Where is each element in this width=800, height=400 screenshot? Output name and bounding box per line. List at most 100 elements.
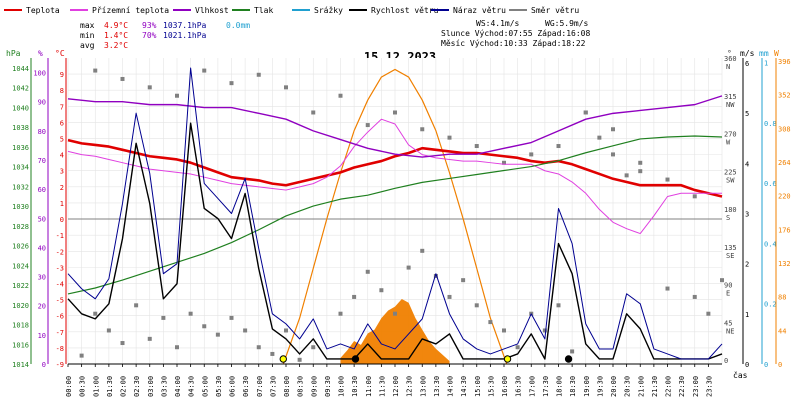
- celsius-tick-label: 8: [60, 87, 64, 95]
- wind-direction-point: [692, 294, 697, 299]
- wind-tick-label: 6: [745, 60, 749, 68]
- x-tick-label: 22:30: [678, 376, 686, 397]
- x-tick-label: 12:30: [406, 376, 414, 397]
- x-tick-label: 06:30: [242, 376, 250, 397]
- wind-direction-point: [447, 294, 452, 299]
- direction-tick-label: 360: [724, 55, 737, 63]
- wind-direction-point: [175, 345, 179, 350]
- info-block: WS:4.1m/s WG:5.9m/s Slunce Východ:07:55 …: [441, 19, 590, 48]
- radiation-tick-label: 176: [778, 226, 791, 234]
- wind-direction-point: [120, 341, 125, 346]
- stat-min-temp: 1.4°C: [104, 31, 128, 40]
- direction-tick-label: 315: [724, 93, 737, 101]
- x-tick-label: 02:30: [133, 376, 141, 397]
- hpa-tick-label: 1020: [12, 302, 29, 310]
- wind-direction-point: [256, 345, 261, 350]
- wind-direction-point: [420, 127, 425, 132]
- wind-direction-point: [270, 351, 275, 356]
- wind-direction-point: [515, 345, 520, 350]
- celsius-tick-label: -3: [56, 264, 64, 272]
- x-tick-label: 18:30: [569, 376, 577, 397]
- wind-direction-point: [215, 332, 220, 337]
- x-tick-label: 07:00: [256, 376, 264, 397]
- celsius-tick-label: 4: [60, 152, 64, 160]
- x-tick-label: 15:00: [474, 376, 482, 397]
- wind-direction-point: [665, 177, 670, 182]
- wind-direction-point: [406, 265, 411, 270]
- celsius-tick-label: -8: [56, 345, 64, 353]
- direction-cardinal-label: SW: [726, 176, 735, 184]
- hpa-tick-label: 1014: [12, 361, 29, 369]
- x-tick-label: 14:30: [460, 376, 468, 397]
- percent-tick-label: 40: [38, 244, 46, 252]
- x-tick-label: 21:00: [637, 376, 645, 397]
- radiation-tick-label: 264: [778, 159, 791, 167]
- hpa-tick-label: 1024: [12, 262, 29, 270]
- hpa-tick-label: 1042: [12, 85, 29, 93]
- stat-max-temp: 4.9°C: [104, 21, 128, 30]
- series-line-0: [67, 138, 723, 198]
- x-axis-label: čas: [733, 370, 748, 380]
- x-tick-label: 18:00: [556, 376, 564, 397]
- x-axis: 00:00 00:30 01:00 01:30 02:00 02:30 03:00 03:30…: [65, 363, 722, 397]
- sun-moon-events: [279, 355, 573, 363]
- x-tick-label: 23:00: [692, 376, 700, 397]
- legend-label-3: Tlak: [254, 6, 273, 15]
- wind-tick-label: 5: [745, 110, 749, 118]
- x-tick-label: 08:30: [297, 376, 305, 397]
- wind-direction-point: [229, 315, 234, 320]
- wind-tick-label: 2: [745, 261, 749, 269]
- x-tick-label: 23:30: [705, 376, 713, 397]
- wind-direction-point: [488, 320, 493, 325]
- rain-tick-label: 0.4: [764, 240, 777, 248]
- x-tick-label: 14:00: [447, 376, 455, 397]
- wind-direction-point: [106, 328, 111, 333]
- x-tick-label: 16:30: [515, 376, 523, 397]
- x-tick-label: 09:30: [324, 376, 332, 397]
- x-tick-label: 00:00: [65, 376, 73, 397]
- wind-direction-point: [379, 288, 384, 293]
- radiation-tick-label: 88: [778, 294, 786, 302]
- celsius-tick-label: -7: [56, 329, 64, 337]
- legend-label-1: Přízemní teplota: [92, 6, 169, 15]
- wind-tick-label: 4: [745, 160, 749, 168]
- x-tick-label: 03:00: [147, 376, 155, 397]
- wind-direction-point: [420, 248, 425, 253]
- direction-cardinal-label: N: [726, 63, 730, 71]
- wind-tick-label: 3: [745, 211, 749, 219]
- x-tick-label: 05:00: [201, 376, 209, 397]
- direction-cardinal-label: W: [726, 139, 731, 147]
- x-tick-label: 20:00: [610, 376, 618, 397]
- radiation-tick-label: 0: [778, 361, 782, 369]
- direction-cardinal-label: NE: [726, 327, 734, 335]
- x-tick-label: 17:30: [542, 376, 550, 397]
- x-tick-label: 22:00: [665, 376, 673, 397]
- celsius-tick-label: 6: [60, 119, 64, 127]
- left-axes: hPa1014101610181020102210241026102810301…: [6, 49, 67, 369]
- x-tick-label: 01:00: [92, 376, 100, 397]
- x-tick-label: 12:00: [392, 376, 400, 397]
- wind-direction-point: [542, 328, 547, 333]
- wind-direction-point: [311, 110, 316, 115]
- wind-direction-point: [365, 123, 370, 128]
- x-tick-label: 07:30: [269, 376, 277, 397]
- stat-min-hum: 70%: [142, 31, 157, 40]
- hpa-tick-label: 1022: [12, 282, 29, 290]
- direction-tick-label: 45: [724, 319, 732, 327]
- wind-direction-point: [161, 315, 166, 320]
- x-tick-label: 08:00: [283, 376, 291, 397]
- legend-label-2: Vlhkost: [195, 6, 229, 15]
- hpa-tick-label: 1036: [12, 144, 29, 152]
- x-tick-label: 02:00: [120, 376, 128, 397]
- direction-cardinal-label: S: [726, 214, 730, 222]
- wind-direction-point: [624, 173, 629, 178]
- wind-direction-point: [393, 311, 397, 316]
- hpa-tick-label: 1038: [12, 124, 29, 132]
- direction-tick-label: 90: [724, 282, 732, 290]
- radiation-curve: [282, 68, 508, 365]
- radiation-tick-label: 44: [778, 327, 786, 335]
- wind-direction-point: [583, 110, 588, 115]
- wind-direction-point: [461, 278, 466, 283]
- x-tick-label: 11:00: [365, 376, 373, 397]
- stat-min-label: min: [80, 31, 95, 40]
